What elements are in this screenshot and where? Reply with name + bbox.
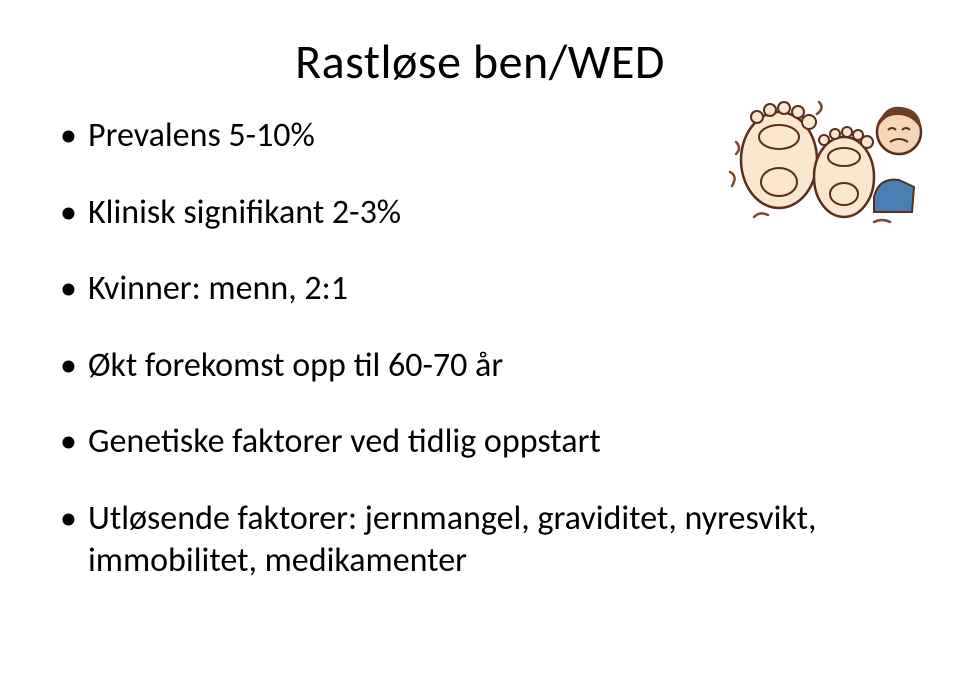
- bullet-item: Utløsende faktorer: jernmangel, gravidit…: [60, 498, 900, 583]
- slide: Rastløse ben/WED Prevalens 5-10% Klinisk…: [0, 0, 960, 677]
- bullet-item: Økt forekomst opp til 60-70 år: [60, 345, 900, 388]
- bullet-item: Genetiske faktorer ved tidlig oppstart: [60, 421, 900, 464]
- bullet-item: Kvinner: menn, 2:1: [60, 268, 900, 311]
- restless-legs-illustration-icon: [724, 82, 924, 232]
